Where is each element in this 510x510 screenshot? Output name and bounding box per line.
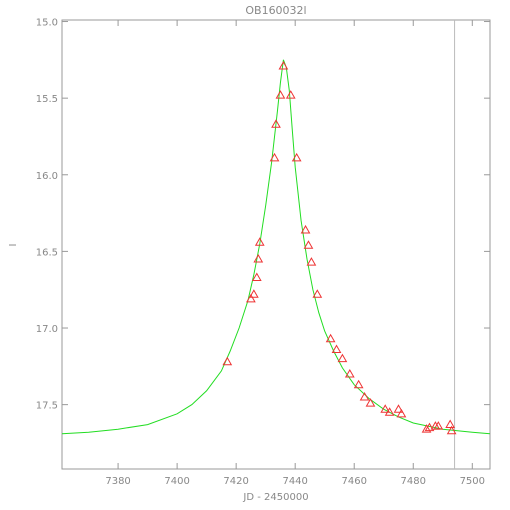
data-point xyxy=(300,224,311,234)
data-point xyxy=(251,272,262,281)
data-point xyxy=(359,391,370,401)
data-point xyxy=(446,425,457,435)
data-point xyxy=(331,344,342,353)
x-tick-label: 7460 xyxy=(341,476,366,487)
y-tick-label: 17.5 xyxy=(36,401,58,412)
data-point xyxy=(353,379,364,389)
x-tick-label: 7380 xyxy=(105,476,130,487)
y-tick-label: 16.5 xyxy=(36,247,58,258)
data-point xyxy=(269,152,280,162)
data-point xyxy=(222,356,233,366)
data-point xyxy=(275,90,286,99)
y-axis-ticks: 15.0 15.5 16.0 16.5 17.0 17.5 xyxy=(36,18,490,412)
data-point xyxy=(246,293,256,303)
data-point xyxy=(445,419,456,429)
data-point xyxy=(306,257,317,266)
observation-points xyxy=(222,60,457,435)
x-tick-label: 7500 xyxy=(460,476,485,487)
data-point xyxy=(380,404,391,413)
data-point xyxy=(249,289,259,298)
x-axis-title: JD - 2450000 xyxy=(242,492,308,503)
plot-frame xyxy=(61,19,491,470)
x-tick-label: 7400 xyxy=(164,476,189,487)
chart-title: OB160032l xyxy=(245,4,306,17)
y-axis-title: I xyxy=(8,244,19,247)
data-point xyxy=(421,424,432,433)
data-point xyxy=(337,353,348,363)
data-point xyxy=(365,398,376,407)
x-tick-label: 7420 xyxy=(223,476,248,487)
data-point xyxy=(253,254,264,263)
y-tick-label: 15.5 xyxy=(36,94,58,105)
data-point xyxy=(285,90,296,99)
data-point xyxy=(424,422,435,432)
data-point xyxy=(384,407,395,416)
data-point xyxy=(325,333,336,343)
data-point xyxy=(303,240,314,249)
data-point xyxy=(433,421,444,430)
data-point xyxy=(344,368,355,378)
data-point xyxy=(254,237,265,246)
data-point xyxy=(291,152,302,162)
y-tick-label: 16.0 xyxy=(36,171,58,182)
y-tick-label: 17.0 xyxy=(36,324,58,335)
x-tick-label: 7440 xyxy=(282,476,307,487)
data-point xyxy=(312,289,323,298)
data-point xyxy=(271,119,281,128)
data-point xyxy=(393,404,404,413)
data-point xyxy=(278,60,289,70)
x-tick-label: 7480 xyxy=(401,476,426,487)
y-tick-label: 15.0 xyxy=(36,18,58,29)
x-axis-ticks: 7380 7400 7420 7440 7460 7480 7500 xyxy=(105,20,485,487)
data-point xyxy=(396,408,407,418)
model-curve xyxy=(61,59,491,435)
